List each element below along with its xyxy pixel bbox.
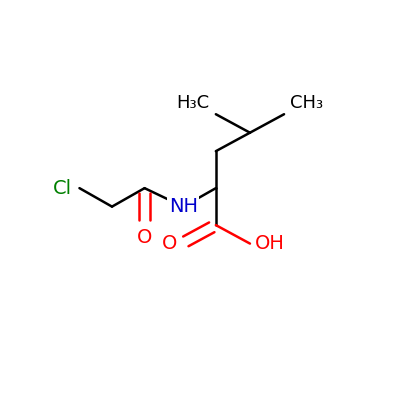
Text: NH: NH [169, 197, 198, 216]
Text: Cl: Cl [52, 179, 72, 198]
Text: O: O [137, 228, 152, 247]
Text: H₃C: H₃C [176, 94, 210, 112]
Text: O: O [162, 234, 177, 253]
Text: OH: OH [255, 234, 284, 253]
Text: CH₃: CH₃ [290, 94, 323, 112]
